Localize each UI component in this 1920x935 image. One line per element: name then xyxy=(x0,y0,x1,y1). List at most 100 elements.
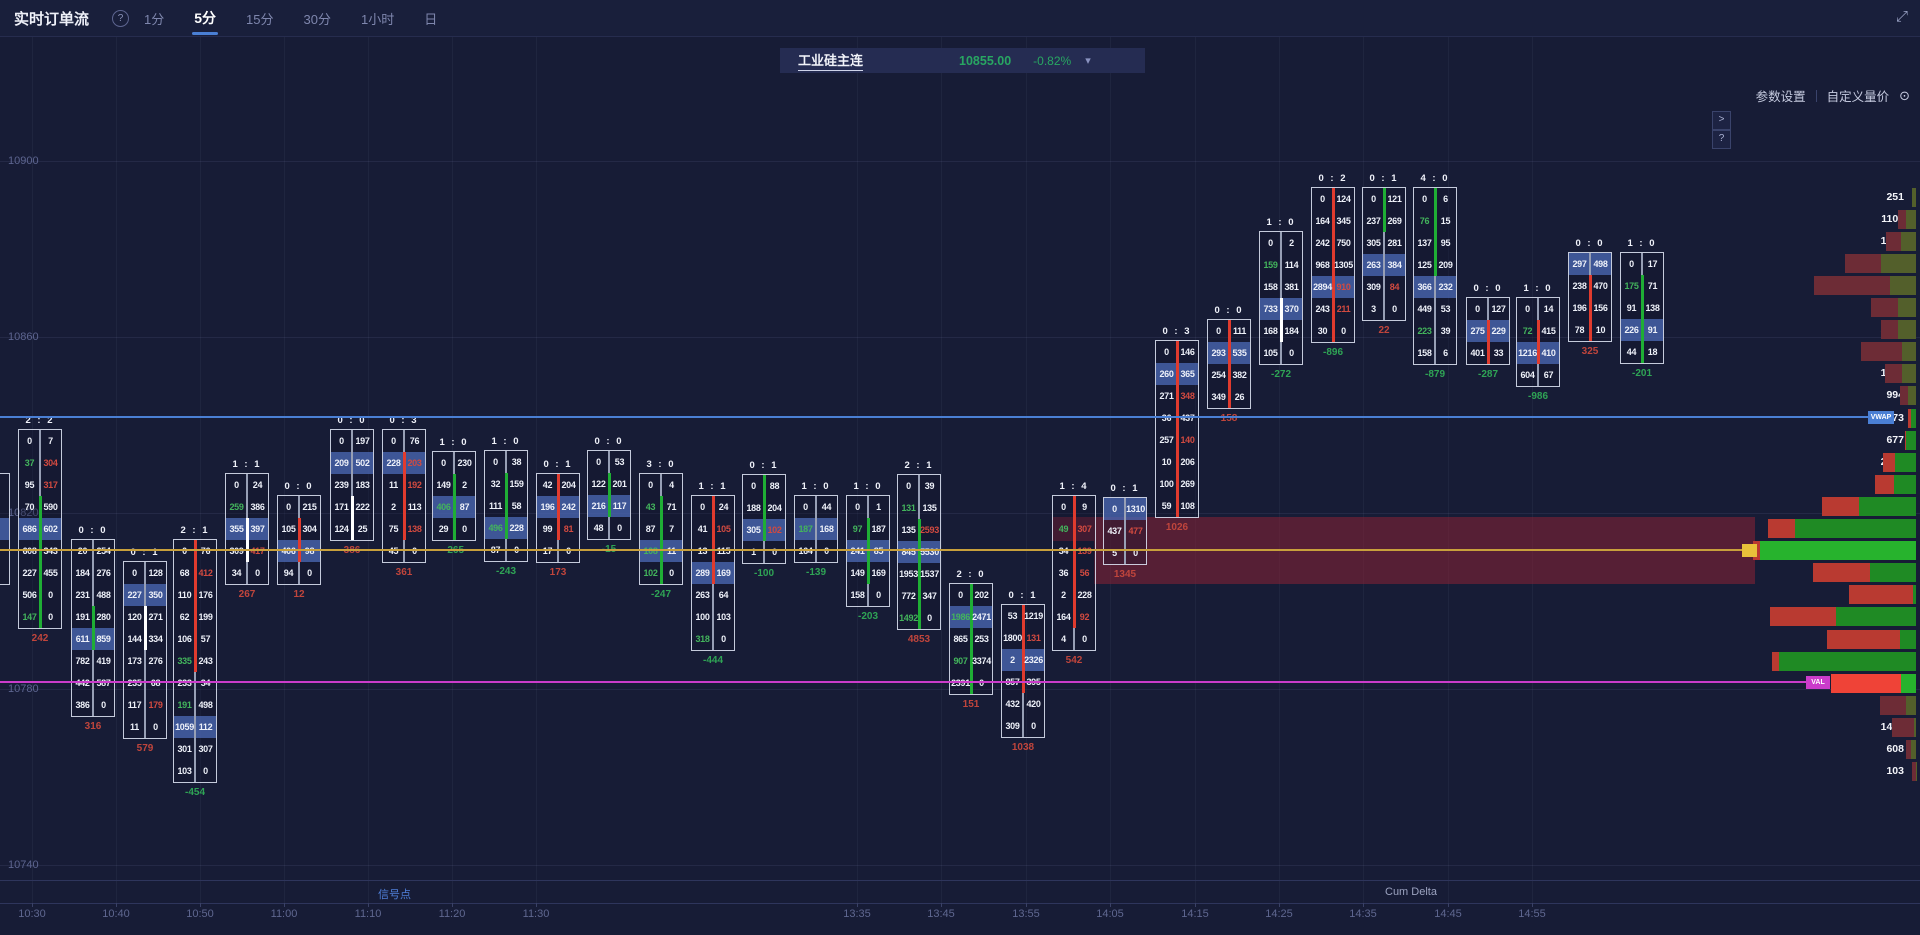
footprint-row: 243 211 xyxy=(1312,298,1354,320)
collapse-panel-button[interactable]: > xyxy=(1712,111,1731,130)
profile-buy-bar xyxy=(1759,541,1916,561)
panel-help-button[interactable]: ? xyxy=(1712,130,1731,149)
footprint-row: 102 0 xyxy=(640,562,682,584)
ask-volume: 56 xyxy=(1079,568,1090,578)
ask-volume: 0 xyxy=(772,547,777,557)
footprint-row: 611 859 xyxy=(72,628,114,650)
volume-profile-row xyxy=(1821,496,1916,516)
ask-volume: 307 xyxy=(1077,524,1092,534)
footprint-row: 149 169 xyxy=(847,562,889,584)
footprint-candle: 0 127 275 229 401 33 0 : 0 -287 xyxy=(1466,283,1510,380)
param-settings-button[interactable]: 参数设置 xyxy=(1755,90,1806,104)
bid-volume: 442 xyxy=(75,678,90,688)
candle-delta: -896 xyxy=(1322,347,1343,358)
ask-volume: 127 xyxy=(1491,304,1506,314)
ask-volume: 114 xyxy=(1284,260,1299,270)
footprint-row: 2 228 xyxy=(1053,584,1095,606)
bid-volume: 97 xyxy=(852,524,863,534)
volume-profile-row xyxy=(1879,695,1916,715)
footprint-row: 108 11 xyxy=(640,540,682,562)
ask-volume: 417 xyxy=(250,546,265,556)
gear-icon[interactable]: ⊙ xyxy=(1899,87,1910,103)
bid-volume: 191 xyxy=(75,612,90,622)
ask-volume: 304 xyxy=(302,524,317,534)
ask-volume: 187 xyxy=(871,524,886,534)
tab-15min[interactable]: 15分 xyxy=(246,11,274,27)
help-icon[interactable]: ? xyxy=(112,10,129,27)
bid-volume: 0 xyxy=(1422,194,1427,204)
profile-buy-bar xyxy=(1905,695,1916,715)
symbol-selector[interactable]: 工业硅主连 10855.00 -0.82% ▾ xyxy=(780,48,1145,73)
bid-volume: 0 xyxy=(1320,194,1325,204)
bid-volume: 0 xyxy=(1061,502,1066,512)
ask-volume: 412 xyxy=(198,568,213,578)
tab-30min[interactable]: 30分 xyxy=(303,11,331,27)
ask-volume: 15 xyxy=(1440,216,1451,226)
footprint-row: 226 91 xyxy=(1621,319,1663,341)
cum-delta-lane-label[interactable]: Cum Delta xyxy=(1385,886,1437,898)
bid-volume: 0 xyxy=(906,481,911,491)
indicator-line xyxy=(0,416,1868,418)
x-axis-tick xyxy=(941,903,942,907)
bid-volume: 733 xyxy=(1263,304,1278,314)
profile-volume-value: 677 xyxy=(1886,433,1904,446)
y-axis-label: 10780 xyxy=(8,683,39,695)
profile-buy-bar xyxy=(1869,563,1916,583)
bid-volume: 75 xyxy=(388,524,399,534)
ask-volume: 0 xyxy=(1082,634,1087,644)
footprint-row: 53 1219 xyxy=(1002,605,1044,627)
footprint-row: 75 138 xyxy=(383,518,425,540)
footprint-row: 187 168 xyxy=(795,518,837,540)
bid-volume: 366 xyxy=(1417,282,1432,292)
bid-volume: 120 xyxy=(127,612,142,622)
imbalance-header: 2 : 1 xyxy=(904,460,934,471)
signal-lane-label[interactable]: 信号点 xyxy=(378,889,411,901)
footprint-row: 173 276 xyxy=(124,650,166,672)
ask-volume: 343 xyxy=(43,546,58,556)
volume-profile-row xyxy=(1912,762,1916,782)
bid-volume: 432 xyxy=(1005,699,1020,709)
bid-volume: 4 xyxy=(1061,634,1066,644)
imbalance-header: 0 : 1 xyxy=(1110,483,1140,494)
imbalance-header: 1 : 0 xyxy=(1266,217,1296,228)
val-badge: VAL xyxy=(1806,676,1830,689)
chevron-down-icon[interactable]: ▾ xyxy=(1085,55,1091,67)
tab-1min[interactable]: 1分 xyxy=(144,11,165,27)
ask-volume: 131 xyxy=(1026,633,1041,643)
tab-5min[interactable]: 5分 xyxy=(192,0,218,37)
ask-volume: 2326 xyxy=(1024,655,1043,665)
bid-volume: 0 xyxy=(27,436,32,446)
tab-1hour[interactable]: 1小时 xyxy=(360,11,395,27)
footprint-row: 171 222 xyxy=(331,496,373,518)
footprint-row: 608 343 xyxy=(19,540,61,562)
ask-volume: 168 xyxy=(819,524,834,534)
footprint-row: 733 370 xyxy=(1260,298,1302,320)
bid-volume: 223 xyxy=(1417,326,1432,336)
volume-profile-row xyxy=(1812,563,1916,583)
bid-volume: 318 xyxy=(695,634,710,644)
ask-volume: 113 xyxy=(407,502,422,512)
symbol-price: 10855.00 xyxy=(959,53,1012,68)
footprint-candle: 0 76 68 412 110 176 62 199 106 57 335 243 233 34 191 49… xyxy=(173,525,217,798)
bid-volume: 147 xyxy=(22,612,37,622)
footprint-row: 191 498 xyxy=(174,694,216,716)
ask-volume: 410 xyxy=(1541,348,1556,358)
ask-volume: 365 xyxy=(1180,369,1195,379)
fullscreen-icon[interactable]: ⤢ xyxy=(1895,8,1908,25)
tab-day[interactable]: 日 xyxy=(424,11,438,27)
bid-volume: 100 xyxy=(695,612,710,622)
custom-volume-price-button[interactable]: 自定义量价 xyxy=(1826,90,1890,104)
bid-volume: 100 xyxy=(1159,479,1174,489)
profile-buy-bar xyxy=(1890,275,1916,295)
candle-body xyxy=(1433,188,1437,276)
candle-body xyxy=(762,475,766,541)
x-axis-tick xyxy=(1026,903,1027,907)
footprint-row: 122 201 xyxy=(588,473,630,495)
ask-volume: 88 xyxy=(769,481,780,491)
ask-volume: 202 xyxy=(974,590,989,600)
footprint-row: 0 76 xyxy=(383,430,425,452)
imbalance-header: 0 : 1 xyxy=(1369,173,1399,184)
